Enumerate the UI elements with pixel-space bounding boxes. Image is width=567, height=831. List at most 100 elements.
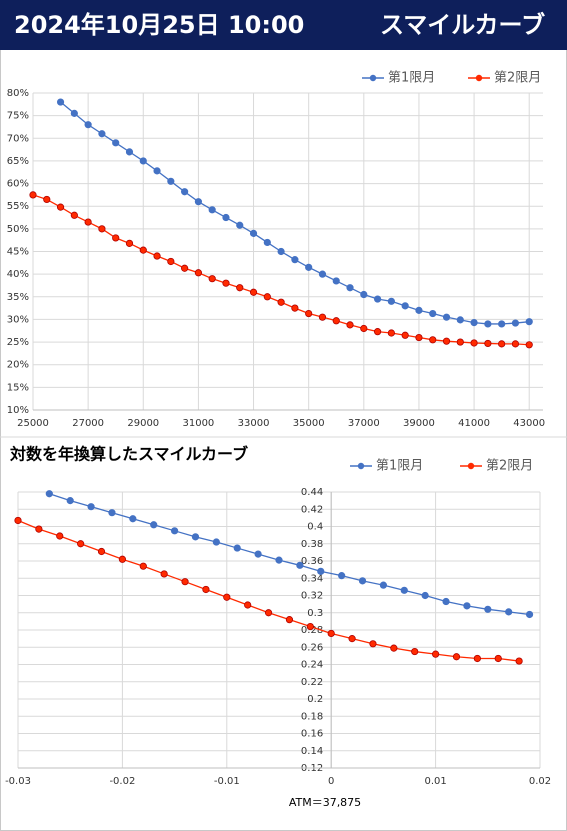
y-tick-label: 25% [7,337,29,348]
chart-title: 対数を年換算したスマイルカーブ [9,445,248,464]
data-point [194,269,203,277]
y-tick-label: 0.16 [301,729,323,740]
y-tick-label: 50% [7,224,29,235]
data-point [373,295,382,303]
data-point [277,247,285,256]
data-point [223,593,231,601]
data-point [171,527,179,535]
x-tick-label: 0.02 [529,776,551,787]
data-point [505,608,513,616]
data-point [139,157,147,165]
data-point [400,586,408,594]
x-tick-label: 25000 [17,418,49,429]
data-point [181,578,189,586]
data-point [264,609,273,617]
data-point [306,622,314,631]
data-point [153,167,161,175]
y-tick-label: 35% [7,292,29,303]
y-tick-label: 0.24 [301,660,323,671]
x-tick-label: 31000 [182,418,214,429]
y-tick-label: 0.44 [301,487,323,498]
y-tick-label: 65% [7,156,29,167]
data-point [484,339,492,348]
data-point [70,211,78,219]
y-tick-label: 15% [7,382,29,393]
y-tick-label: 0.36 [301,556,323,567]
data-point [456,316,464,324]
data-point [411,647,419,656]
data-point [14,516,22,525]
data-point [429,309,437,318]
data-point [498,320,506,328]
data-point [285,616,294,624]
data-point [194,198,203,206]
data-point [511,340,520,348]
data-point [181,264,189,272]
data-point [358,577,367,585]
data-point [401,331,409,339]
data-point [236,221,244,229]
data-point [87,503,95,511]
data-point [401,302,409,310]
data-point [249,288,258,296]
data-point [167,257,175,266]
x-tick-label: 43000 [513,418,545,429]
data-point [222,279,230,287]
y-tick-label: 55% [7,201,29,212]
legend-marker [467,462,475,470]
x-tick-label: 27000 [72,418,104,429]
data-point [415,333,423,342]
data-point [525,318,533,326]
data-point [452,653,461,661]
data-point [45,490,53,498]
data-point [360,324,368,333]
data-point [305,309,313,318]
plot-cover [31,55,545,93]
y-tick-label: 0.2 [307,694,323,705]
y-tick-label: 0.32 [301,591,323,602]
data-point [150,521,158,529]
data-point [118,555,127,563]
data-point [84,218,92,226]
x-tick-label: 41000 [458,418,490,429]
legend-label: 第2限月 [494,71,541,86]
data-point [360,290,368,299]
x-tick-label: 0.01 [424,776,446,787]
data-point [233,544,241,552]
data-point [369,640,377,648]
data-point [511,319,520,327]
data-point [208,275,216,283]
data-point [494,654,502,663]
y-tick-label: 0.3 [307,608,323,619]
data-point [112,139,120,147]
y-tick-label: 70% [7,133,29,144]
x-tick-label: 0 [328,776,334,787]
header-date: 2024年10月25日 10:00 [14,11,304,39]
data-point [236,284,244,292]
data-point [317,567,325,575]
data-point [129,515,137,523]
data-point [277,298,285,306]
data-point [125,148,134,156]
data-point [222,213,230,222]
y-tick-label: 0.28 [301,625,323,636]
x-tick-label: 37000 [348,418,380,429]
y-tick-label: 0.34 [301,573,323,584]
data-point [139,562,147,570]
data-point [291,304,299,312]
data-point [160,570,168,578]
header-title: スマイルカーブ [380,11,545,39]
y-tick-label: 40% [7,269,29,280]
data-point [348,635,356,643]
legend-label: 第1限月 [376,459,423,474]
data-point [431,650,440,658]
data-point [484,605,492,613]
data-point [525,341,533,349]
data-point [153,252,161,260]
legend-label: 第2限月 [486,459,533,474]
data-point [70,109,78,117]
data-point [125,239,134,247]
data-point [108,509,116,517]
header-bar [0,0,567,50]
data-point [442,313,451,321]
